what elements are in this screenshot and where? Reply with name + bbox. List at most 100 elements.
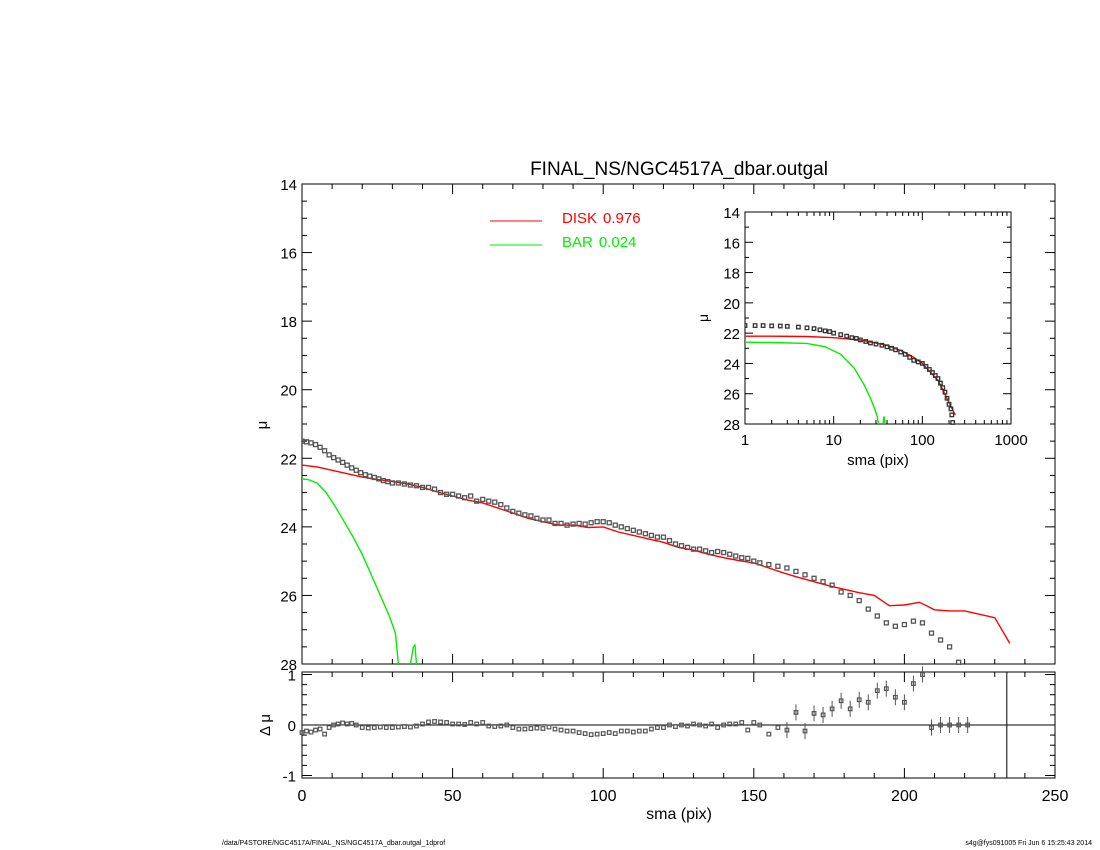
- inset-data-point: [949, 412, 955, 418]
- main-data-point: [570, 521, 576, 527]
- main-data-point: [582, 521, 588, 527]
- main-data-point: [349, 465, 355, 471]
- main-data-point: [811, 575, 817, 581]
- residual-data-point: [389, 725, 395, 730]
- main-data-point: [856, 597, 862, 604]
- residual-data-point: [667, 722, 672, 728]
- residual-data-point: [901, 699, 907, 705]
- main-data-point: [437, 489, 444, 496]
- main-data-point: [612, 522, 618, 528]
- inset-data-point: [938, 380, 943, 386]
- residual-data-point: [703, 723, 709, 729]
- residual-data-point: [377, 724, 383, 730]
- residual-data-point: [480, 720, 486, 725]
- residual-data-point: [661, 725, 666, 730]
- residual-data-point: [588, 732, 594, 737]
- inset-series-group: [745, 323, 956, 425]
- main-data-point: [829, 582, 835, 588]
- inset-data-point: [745, 323, 748, 328]
- main-data-point: [690, 546, 697, 552]
- main-data-point: [666, 537, 673, 544]
- main-y-tick-labels: 14 16 18 20 22 24 26 28: [280, 177, 297, 674]
- residual-data-point: [920, 672, 925, 677]
- inset-data-point: [902, 351, 908, 357]
- inset-data-point: [849, 335, 855, 341]
- main-data-point: [672, 541, 679, 547]
- main-data-point: [757, 560, 763, 566]
- residual-data-point: [715, 725, 721, 730]
- inset-data-point: [868, 340, 873, 346]
- residual-data-point: [313, 727, 318, 733]
- main-panel: FINAL_NS/NGC4517A_dbar.outgal 14 16 18 20 22…: [254, 159, 1056, 674]
- inset-panel: 14 16 18 20 22 24 26 281 10 100 1000 μ sma (pix): [695, 205, 1028, 469]
- residual-data-point: [938, 722, 943, 728]
- inset-data-point: [822, 328, 828, 334]
- residual-data-point: [847, 706, 853, 712]
- inset-data-point: [926, 367, 932, 372]
- residual-data-point: [802, 728, 808, 734]
- x-tick-label: 50: [444, 788, 462, 805]
- inset-bar-line: [745, 341, 880, 425]
- main-data-point: [624, 525, 630, 532]
- main-data-point: [312, 441, 319, 448]
- main-bar-line: [409, 643, 418, 665]
- inset-y-tick-label: 22: [723, 326, 740, 343]
- residual-data-point: [594, 731, 600, 737]
- residual-data-point: [304, 728, 309, 734]
- inset-x-tick-label: 1000: [994, 432, 1027, 449]
- inset-data-point: [919, 361, 925, 366]
- inset-data-point: [760, 323, 766, 328]
- main-data-point: [552, 520, 558, 527]
- main-data-point: [376, 476, 382, 482]
- main-data-point: [516, 510, 522, 516]
- inset-data-point: [946, 401, 952, 407]
- main-data-point: [847, 592, 853, 599]
- main-series-group: [302, 438, 1011, 665]
- residual-data-point: [383, 725, 389, 730]
- inset-data-point: [863, 339, 869, 344]
- main-data-point: [654, 534, 661, 540]
- main-data-point: [919, 620, 926, 626]
- main-data-point: [648, 532, 655, 539]
- residual-data-point: [534, 725, 540, 731]
- main-data-point: [461, 495, 468, 501]
- residual-data-point: [335, 721, 341, 727]
- residual-data-point: [685, 723, 690, 729]
- main-data-point: [910, 618, 917, 624]
- inset-data-point: [795, 324, 801, 330]
- inset-data-point: [907, 354, 913, 360]
- residual-data-point: [402, 724, 407, 729]
- inset-x-tick-label: 1: [741, 432, 749, 449]
- inset-y-tick-label: 16: [723, 235, 740, 252]
- residual-data-point: [679, 722, 684, 728]
- x-axis-label: sma (pix): [646, 806, 712, 823]
- main-data-point: [558, 520, 564, 527]
- inset-data-point: [777, 323, 783, 329]
- residual-data-point: [450, 721, 455, 727]
- residual-data-point: [344, 721, 350, 727]
- residual-data-point: [838, 698, 844, 704]
- inset-data-point: [857, 337, 863, 343]
- residual-data-point: [408, 724, 413, 730]
- residual-data-point: [420, 721, 425, 727]
- footer-file-path: /data/P4STORE/NGC4517A/FINAL_NS/NGC4517A…: [222, 840, 446, 847]
- inset-data-point: [838, 332, 844, 338]
- main-data-point: [702, 548, 709, 554]
- main-data-point: [353, 467, 359, 473]
- residual-data-point: [522, 726, 528, 732]
- footer-timestamp: s4g@fys091005 Fri Jun 6 15:25:43 2014: [965, 840, 1092, 847]
- legend-disk-label: DISK 0.976: [562, 210, 641, 227]
- x-tick-label: 250: [1042, 788, 1069, 805]
- inset-y-tick-label: 28: [723, 417, 740, 434]
- main-data-point: [784, 565, 790, 571]
- inset-data-point: [935, 376, 941, 381]
- residual-data-point: [359, 725, 365, 730]
- residual-data-point: [856, 697, 862, 703]
- main-data-point: [642, 531, 649, 537]
- residual-data-point: [757, 722, 763, 728]
- residual-data-point: [911, 681, 916, 687]
- main-data-point: [928, 630, 935, 636]
- residual-data-point: [811, 710, 817, 716]
- residual-data-point: [775, 725, 781, 730]
- main-data-point: [733, 553, 739, 559]
